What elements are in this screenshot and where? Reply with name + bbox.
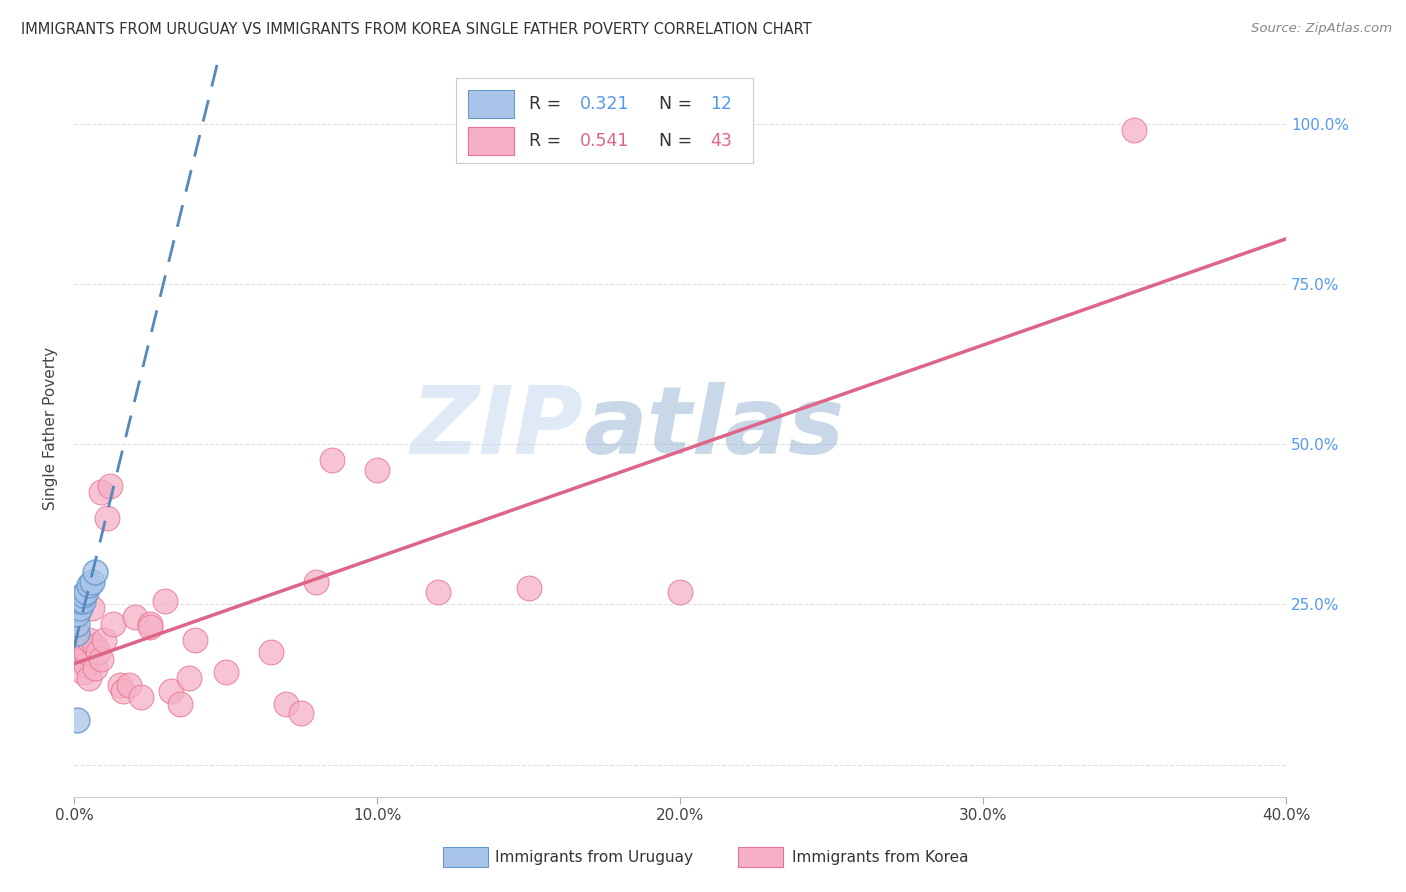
Point	[93, 632, 115, 647]
Point	[72, 652, 94, 666]
Point	[75, 645, 97, 659]
Point	[321, 453, 343, 467]
Point	[290, 706, 312, 721]
Point	[129, 690, 152, 705]
Point	[66, 616, 89, 631]
Point	[77, 632, 100, 647]
Point	[84, 661, 107, 675]
Point	[124, 610, 146, 624]
Point	[66, 626, 89, 640]
Point	[77, 671, 100, 685]
Point	[72, 665, 94, 679]
Point	[366, 463, 388, 477]
Text: N =: N =	[659, 132, 699, 150]
Point	[82, 574, 104, 589]
Point	[66, 607, 89, 621]
Point	[66, 645, 89, 659]
Point	[1123, 123, 1146, 137]
Text: R =: R =	[529, 132, 567, 150]
Point	[426, 584, 449, 599]
Point	[169, 697, 191, 711]
Point	[66, 629, 89, 643]
FancyBboxPatch shape	[468, 127, 515, 154]
Text: atlas: atlas	[583, 382, 845, 475]
Point	[69, 652, 91, 666]
Point	[153, 594, 176, 608]
Point	[111, 684, 134, 698]
Y-axis label: Single Father Poverty: Single Father Poverty	[44, 347, 58, 509]
Point	[87, 645, 110, 659]
Point	[517, 582, 540, 596]
Point	[100, 479, 122, 493]
Text: 0.321: 0.321	[579, 95, 628, 112]
Text: Immigrants from Korea: Immigrants from Korea	[792, 850, 969, 864]
Point	[69, 639, 91, 653]
Point	[139, 620, 162, 634]
Point	[75, 584, 97, 599]
Text: N =: N =	[659, 95, 699, 112]
Point	[84, 639, 107, 653]
Point	[82, 600, 104, 615]
Text: R =: R =	[529, 95, 567, 112]
Text: 0.541: 0.541	[579, 132, 628, 150]
Point	[260, 645, 283, 659]
Point	[77, 578, 100, 592]
Point	[69, 594, 91, 608]
Point	[179, 671, 201, 685]
Point	[96, 511, 118, 525]
Point	[84, 566, 107, 580]
Point	[139, 616, 162, 631]
Point	[103, 616, 125, 631]
FancyBboxPatch shape	[456, 78, 752, 163]
Text: ZIP: ZIP	[411, 382, 583, 475]
Text: Source: ZipAtlas.com: Source: ZipAtlas.com	[1251, 22, 1392, 36]
Point	[108, 677, 131, 691]
Point	[305, 574, 328, 589]
Text: Immigrants from Uruguay: Immigrants from Uruguay	[495, 850, 693, 864]
Point	[117, 677, 139, 691]
Point	[69, 600, 91, 615]
Point	[160, 684, 183, 698]
Point	[669, 584, 692, 599]
Text: 43: 43	[710, 132, 733, 150]
Point	[214, 665, 236, 679]
Point	[72, 588, 94, 602]
FancyBboxPatch shape	[468, 90, 515, 118]
Point	[66, 713, 89, 727]
Point	[75, 658, 97, 673]
Point	[90, 485, 112, 500]
Point	[72, 594, 94, 608]
Text: IMMIGRANTS FROM URUGUAY VS IMMIGRANTS FROM KOREA SINGLE FATHER POVERTY CORRELATI: IMMIGRANTS FROM URUGUAY VS IMMIGRANTS FR…	[21, 22, 811, 37]
Text: 12: 12	[710, 95, 733, 112]
Point	[276, 697, 298, 711]
Point	[90, 652, 112, 666]
Point	[184, 632, 207, 647]
